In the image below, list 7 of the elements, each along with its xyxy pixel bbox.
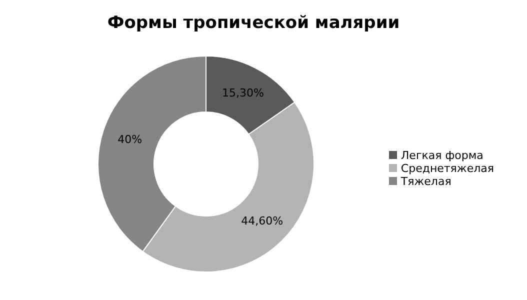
legend-label: Тяжелая [400,174,452,188]
chart-title: Формы тропической малярии [106,12,401,35]
legend-label: Легкая форма [400,148,484,162]
legend-label: Среднетяжелая [400,162,494,174]
data-label: 44,60% [241,214,284,228]
data-label: 15,30% [222,86,264,100]
data-label: 40% [118,132,142,146]
